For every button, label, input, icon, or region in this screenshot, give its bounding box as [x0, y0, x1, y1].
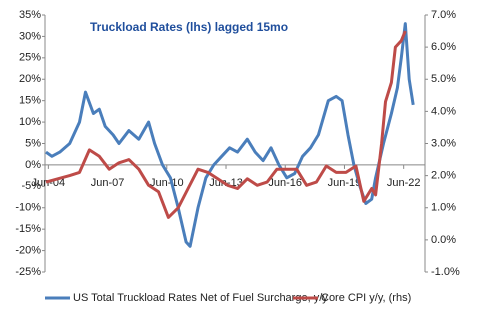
y2-tick-label: 2.0% — [431, 170, 456, 182]
y2-tick-label: 0.0% — [431, 234, 456, 246]
legend-label: Core CPI y/y, (rhs) — [321, 292, 411, 304]
y2-tick-label: -1.0% — [431, 266, 460, 278]
x-tick-label: Jun-19 — [328, 177, 362, 189]
x-tick-label: Jun-16 — [268, 177, 302, 189]
y-tick-label: -25% — [15, 266, 41, 278]
y-tick-label: 35% — [19, 9, 41, 21]
legend-label: US Total Truckload Rates Net of Fuel Sur… — [73, 292, 328, 304]
x-tick-label: Jun-22 — [387, 177, 421, 189]
y-tick-label: -10% — [15, 202, 41, 214]
y-tick-label: -5% — [21, 180, 41, 192]
series-line — [45, 22, 415, 248]
y-tick-label: -20% — [15, 244, 41, 256]
y-tick-label: 25% — [19, 52, 41, 64]
y-tick-label: 15% — [19, 95, 41, 107]
y2-tick-label: 5.0% — [431, 73, 456, 85]
y2-tick-label: 6.0% — [431, 41, 456, 53]
chart-title: Truckload Rates (lhs) lagged 15mo — [90, 20, 288, 34]
y-tick-label: 0% — [25, 159, 41, 171]
y-tick-label: 30% — [19, 30, 41, 42]
y-tick-label: 20% — [19, 73, 41, 85]
x-tick-label: Jun-10 — [150, 177, 184, 189]
y-tick-label: 5% — [25, 137, 41, 149]
y-tick-label: -15% — [15, 223, 41, 235]
y2-tick-label: 1.0% — [431, 202, 456, 214]
series-line — [45, 30, 407, 219]
y2-tick-label: 4.0% — [431, 105, 456, 117]
y-tick-label: 10% — [19, 116, 41, 128]
y2-tick-label: 7.0% — [431, 9, 456, 21]
x-tick-label: Jun-07 — [91, 177, 125, 189]
y2-tick-label: 3.0% — [431, 137, 456, 149]
